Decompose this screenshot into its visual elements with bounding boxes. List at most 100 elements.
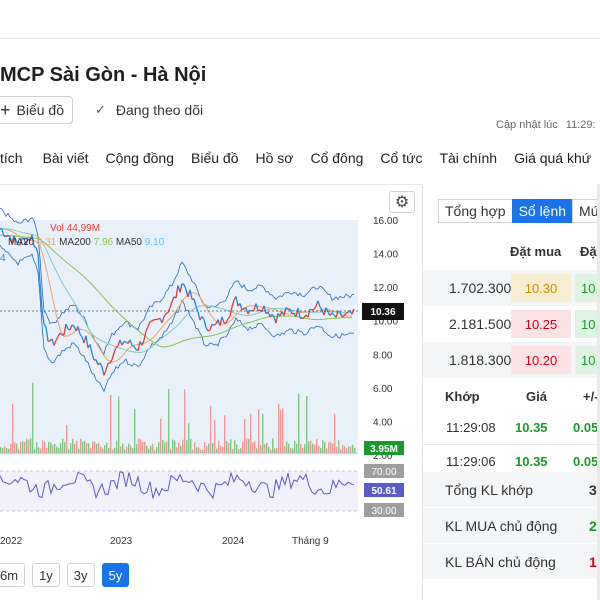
price-segment xyxy=(109,359,113,364)
price-segment xyxy=(147,321,151,327)
price-segment xyxy=(55,336,59,341)
volume-bar xyxy=(210,405,212,453)
panel-divider xyxy=(422,184,423,600)
bid-price: 10.25 xyxy=(511,310,571,338)
price-segment xyxy=(271,313,275,318)
nav-item-price-history[interactable]: Giá quá khứ xyxy=(514,150,592,166)
nav-item-financials[interactable]: Tài chính xyxy=(439,150,498,166)
volume-bar xyxy=(326,448,328,453)
volume-badge-text: 3.95M xyxy=(370,444,398,455)
tab-summary[interactable]: Tổng hợp xyxy=(438,199,513,223)
volume-bar xyxy=(132,448,134,453)
price-segment xyxy=(205,327,209,332)
volume-bar xyxy=(4,445,6,453)
price-segment xyxy=(111,352,115,360)
volume-bar xyxy=(54,443,56,453)
range-3y[interactable]: 3y xyxy=(66,563,95,587)
rsi-value-text: 50.61 xyxy=(371,486,396,497)
volume-bar xyxy=(78,448,80,453)
volume-bar xyxy=(260,445,262,453)
orderbook-volume: 1.818.300 xyxy=(449,352,512,368)
price-segment xyxy=(179,283,183,293)
volume-bar xyxy=(68,449,70,453)
price-segment xyxy=(337,310,341,313)
volume-bar xyxy=(296,443,298,453)
orderbook-tabs: Tổng hợp Sổ lệnh Mức xyxy=(438,199,600,223)
price-segment xyxy=(21,237,25,240)
volume-bar xyxy=(348,446,350,453)
price-segment xyxy=(31,234,35,247)
match-time: 11:29:06 xyxy=(446,454,496,469)
price-segment xyxy=(121,341,125,346)
rsi-upper-badge xyxy=(364,464,404,478)
volume-bar xyxy=(208,443,210,453)
volume-bar xyxy=(156,447,158,453)
price-segment xyxy=(267,311,271,318)
price-segment xyxy=(245,307,249,315)
volume-bar xyxy=(274,448,276,453)
stat-label: KL BÁN chủ động xyxy=(445,554,556,570)
scrollbar[interactable] xyxy=(597,184,600,600)
volume-bar xyxy=(282,408,284,453)
range-1y[interactable]: 1y xyxy=(32,563,60,587)
price-segment xyxy=(25,238,29,245)
stock-nav: tích Bài viết Cộng đồng Biểu đồ Hồ sơ Cổ… xyxy=(0,150,600,170)
tab-levels[interactable]: Mức xyxy=(572,199,600,223)
volume-bar xyxy=(136,444,138,453)
volume-bar xyxy=(24,442,26,453)
volume-bar xyxy=(314,444,316,453)
volume-bar xyxy=(118,396,120,453)
volume-bar xyxy=(84,440,86,453)
volume-bar xyxy=(254,441,256,453)
volume-bar xyxy=(48,441,50,453)
gear-icon[interactable]: ⚙ xyxy=(389,191,415,213)
volume-bar xyxy=(34,449,36,453)
volume-bar xyxy=(114,447,116,453)
price-tick: 14.00 xyxy=(373,250,398,261)
stat-value: 2. xyxy=(589,518,600,534)
volume-bar xyxy=(126,447,128,453)
nav-item-dividends[interactable]: Cổ tức xyxy=(380,150,423,166)
volume-bar xyxy=(342,444,344,453)
price-segment xyxy=(167,307,171,313)
stat-sell-volume: KL BÁN chủ động 1. xyxy=(423,544,600,580)
nav-item-chart[interactable]: Biểu đồ xyxy=(191,150,239,166)
nav-item-articles[interactable]: Bài viết xyxy=(42,150,89,166)
stock-chart[interactable]: Vol 44,99M MA20 9.31 MA200 7.96 MA50 9.1… xyxy=(0,185,422,600)
tab-orderbook[interactable]: Sổ lệnh xyxy=(511,199,574,223)
price-segment xyxy=(185,289,189,298)
plus-icon: + xyxy=(0,100,11,120)
price-segment xyxy=(311,308,315,311)
volume-bar xyxy=(30,438,32,453)
volume-bar xyxy=(220,445,222,453)
nav-item-analysis[interactable]: tích xyxy=(0,150,23,166)
price-segment xyxy=(263,305,267,314)
volume-bar xyxy=(96,443,98,453)
price-segment xyxy=(331,312,335,316)
volume-bar xyxy=(256,448,258,453)
follow-toggle[interactable]: ✓ Đang theo dõi xyxy=(95,102,203,118)
volume-bar xyxy=(164,442,166,453)
range-selector: 6m 1y 3y 5y xyxy=(0,563,136,587)
nav-item-shareholders[interactable]: Cổ đông xyxy=(310,150,364,166)
volume-bar xyxy=(234,440,236,453)
volume-bar xyxy=(10,443,12,453)
price-segment xyxy=(231,299,235,307)
rsi-lower-text: 30.00 xyxy=(371,506,396,517)
price-segment xyxy=(213,323,217,326)
volume-bar xyxy=(120,446,122,453)
volume-bar xyxy=(306,395,308,453)
price-segment xyxy=(297,307,301,319)
range-6m[interactable]: 6m xyxy=(0,563,26,587)
volume-bar xyxy=(216,448,218,453)
nav-item-profile[interactable]: Hồ sơ xyxy=(255,150,294,166)
volume-bar xyxy=(316,438,318,453)
volume-bar xyxy=(170,449,172,453)
ma200-line xyxy=(0,234,353,348)
nav-item-community[interactable]: Cộng đồng xyxy=(105,150,175,166)
chart-button[interactable]: + Biểu đồ xyxy=(0,96,73,124)
price-tick: 16.00 xyxy=(373,216,398,227)
match-change: 0.05 xyxy=(573,454,599,469)
range-5y[interactable]: 5y xyxy=(101,563,130,587)
volume-bar xyxy=(36,442,38,453)
